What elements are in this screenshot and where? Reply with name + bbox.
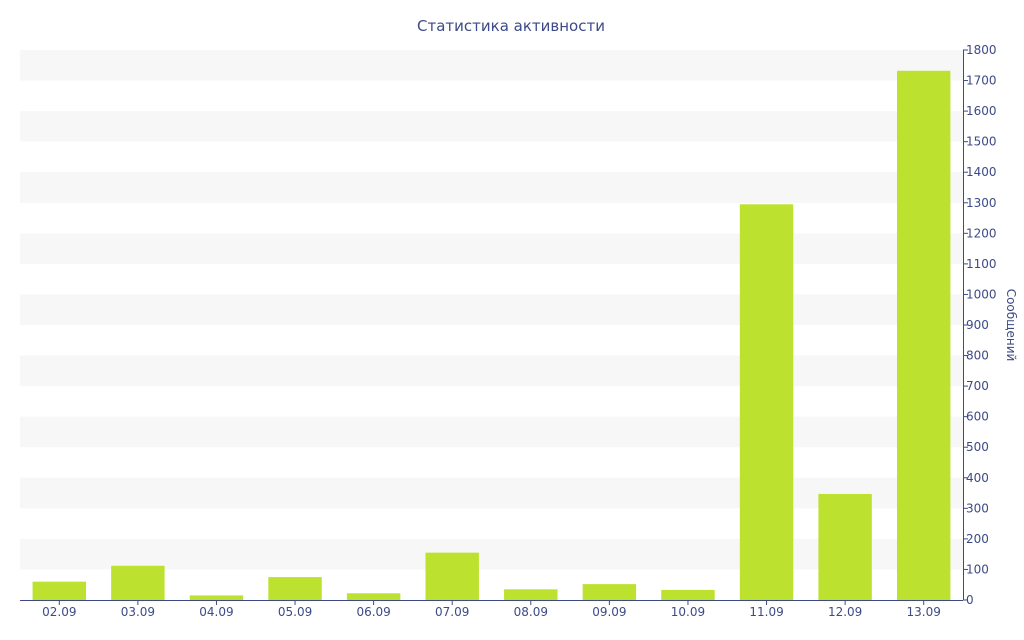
chart-title: Статистика активности [417, 17, 605, 35]
y-tick-label: 1000 [966, 287, 997, 301]
y-tick-label: 1800 [966, 43, 997, 57]
bar-02.09 [32, 581, 87, 600]
x-tick-label: 11.09 [749, 605, 783, 619]
x-tick-label: 13.09 [907, 605, 941, 619]
y-tick-label: 1500 [966, 135, 997, 149]
bars [32, 70, 951, 601]
grid-band [20, 294, 963, 325]
grid-band [20, 172, 963, 203]
bar-09.09 [582, 584, 637, 600]
y-tick-label: 300 [966, 501, 989, 515]
y-tick-label: 900 [966, 318, 989, 332]
x-tick-label: 03.09 [121, 605, 155, 619]
y-tick-label: 200 [966, 532, 989, 546]
y-axis: 0 100 200 300 400 500 600 700 800 900 1000 1100 1200… [963, 43, 997, 607]
y-tick-label: 600 [966, 410, 989, 424]
bar-05.09 [268, 577, 322, 600]
grid-band [20, 477, 963, 509]
y-tick-label: 700 [966, 379, 989, 393]
x-tick-label: 06.09 [356, 605, 390, 619]
y-tick-label: 800 [966, 349, 989, 363]
grid-band [20, 416, 963, 448]
bar-11.09 [739, 204, 794, 601]
x-tick-label: 04.09 [199, 605, 233, 619]
y-tick-label: 500 [966, 440, 989, 454]
grid-band [20, 50, 963, 81]
bar-03.09 [111, 565, 165, 600]
y-tick-label: 1100 [966, 257, 997, 271]
y-tick-label: 0 [966, 593, 974, 607]
bar-13.09 [896, 70, 951, 601]
bar-06.09 [346, 593, 401, 600]
grid-band [20, 233, 963, 264]
y-axis-label: Сообщений [1004, 289, 1018, 362]
y-tick-label: 1400 [966, 165, 997, 179]
bar-12.09 [818, 493, 872, 600]
grid-band [20, 111, 963, 142]
bar-04.09 [189, 595, 244, 600]
bar-07.09 [425, 552, 479, 600]
x-tick-label: 12.09 [828, 605, 862, 619]
y-tick-label: 100 [966, 562, 989, 576]
x-tick-label: 05.09 [278, 605, 312, 619]
grid-bands [20, 50, 963, 570]
bar-08.09 [504, 589, 558, 600]
y-tick-label: 1200 [966, 226, 997, 240]
y-tick-label: 1600 [966, 104, 997, 118]
x-tick-label: 08.09 [514, 605, 548, 619]
x-tick-label: 09.09 [592, 605, 626, 619]
grid-band [20, 538, 963, 570]
x-tick-label: 10.09 [671, 605, 705, 619]
grid-band [20, 355, 963, 387]
y-tick-label: 400 [966, 471, 989, 485]
y-tick-label: 1300 [966, 196, 997, 210]
bar-10.09 [661, 589, 715, 600]
y-tick-label: 1700 [966, 74, 997, 88]
x-tick-label: 07.09 [435, 605, 469, 619]
x-tick-label: 02.09 [42, 605, 76, 619]
x-axis: 02.09 03.09 04.09 05.09 06.09 07.09 08.09 09.09… [20, 600, 963, 619]
